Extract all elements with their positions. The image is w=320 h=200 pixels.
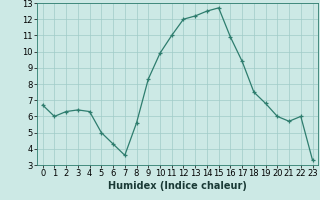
X-axis label: Humidex (Indice chaleur): Humidex (Indice chaleur) xyxy=(108,181,247,191)
